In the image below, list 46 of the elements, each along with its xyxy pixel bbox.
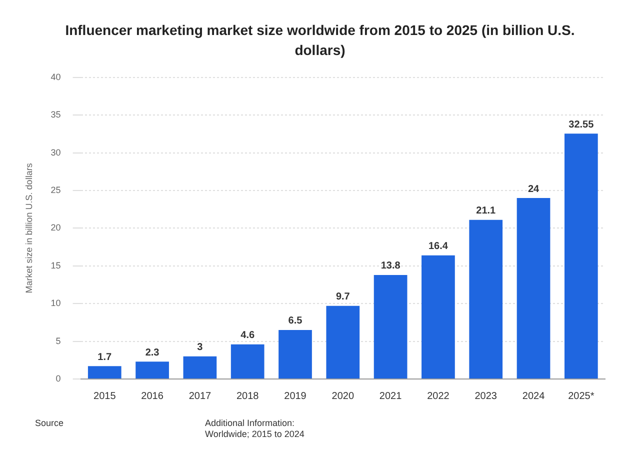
data-label: 16.4 <box>428 241 448 252</box>
x-tick-label: 2025* <box>568 390 594 402</box>
data-label: 2.3 <box>145 347 160 358</box>
data-label: 6.5 <box>288 316 303 327</box>
x-tick-label: 2022 <box>427 390 450 402</box>
y-tick-label: 10 <box>50 298 61 308</box>
bar <box>422 255 455 378</box>
x-tick-label: 2023 <box>474 390 498 402</box>
data-label: 9.7 <box>336 292 350 303</box>
text: Source <box>35 418 64 429</box>
y-tick-label: 20 <box>50 222 61 233</box>
text: Additional Information: Worldwide; 2015 to 2024 <box>205 418 304 440</box>
x-tick-label: 2021 <box>379 390 402 402</box>
bar <box>183 356 217 378</box>
y-tick-label: 40 <box>50 72 61 82</box>
y-tick-label: 5 <box>56 336 61 346</box>
y-tick-label: 35 <box>50 110 61 120</box>
bar <box>230 344 264 378</box>
x-tick-label: 2017 <box>188 390 212 402</box>
data-label: 4.6 <box>240 330 255 342</box>
bar <box>516 198 550 378</box>
bar <box>564 134 598 378</box>
data-label: 32.55 <box>568 119 594 130</box>
x-tick-label: 2020 <box>332 390 354 402</box>
bar <box>469 220 503 378</box>
y-tick-label: 15 <box>50 260 61 270</box>
y-axis-title: Market size in billion U.S. dollars <box>24 162 34 294</box>
y-tick-label: 25 <box>50 184 61 195</box>
x-tick-label: 2018 <box>236 390 260 402</box>
bar <box>278 330 312 378</box>
data-label: 3 <box>197 342 204 354</box>
bar <box>374 274 408 378</box>
bar <box>136 362 169 378</box>
x-tick-label: 2016 <box>141 390 164 402</box>
data-label: 21.1 <box>476 206 496 217</box>
data-label: 13.8 <box>380 260 401 272</box>
x-tick-label: 2024 <box>522 390 546 402</box>
bar <box>88 366 122 378</box>
x-tick-label: 2015 <box>94 390 116 402</box>
bar <box>326 306 360 378</box>
y-tick-label: 30 <box>50 147 61 158</box>
data-label: 24 <box>528 184 540 195</box>
y-tick-label: 0 <box>56 373 61 384</box>
data-label: 1.7 <box>98 352 112 363</box>
x-tick-label: 2019 <box>284 390 307 402</box>
chart-title: Influencer marketing market size worldwide from 2015 to 2025 (in billion U.S. dollars) <box>64 21 576 60</box>
